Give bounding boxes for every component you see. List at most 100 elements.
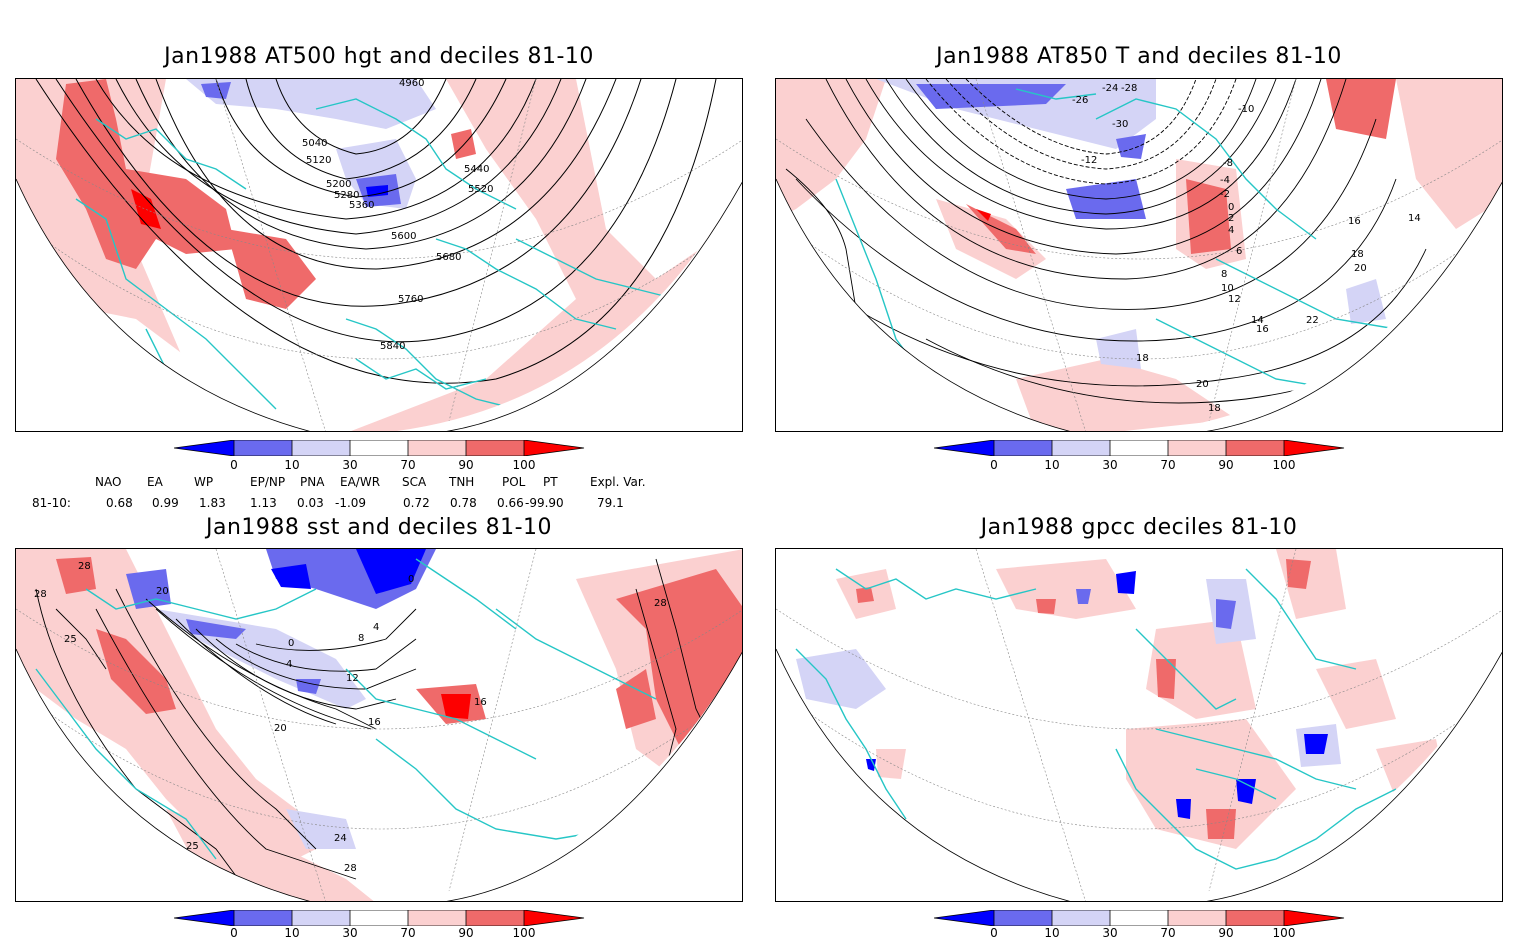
contour-label: 16	[368, 717, 381, 728]
contour-label: 5360	[349, 200, 374, 211]
colorbar-tick: 30	[1102, 458, 1118, 472]
contour-label: 28	[654, 598, 667, 609]
colorbar-tick: 30	[1102, 926, 1118, 940]
contour-label: 28	[78, 561, 91, 572]
index-header: PT	[543, 475, 558, 489]
colorbar-3: 0 10 30 70 90 100	[173, 909, 594, 940]
index-value: 0.99	[152, 496, 179, 510]
contour-label: 25	[64, 634, 77, 645]
index-header: EA	[147, 475, 163, 489]
contour-label: 0	[1228, 202, 1234, 213]
colorbar-tick: 0	[990, 926, 998, 940]
map-at500-svg: 4960 5040 5120 5200 5280 5360 5440 5520 …	[16, 79, 742, 431]
contour-label: 20	[1196, 379, 1209, 390]
map-panel-sst: 28 20 25 28 0 4 8 12 16 20 24 25 28 16 0…	[15, 548, 743, 902]
colorbar-tick: 30	[342, 458, 358, 472]
map-panel-gpcc	[775, 548, 1503, 902]
contour-labels-at500: 4960 5040 5120 5200 5280 5360 5440 5520 …	[302, 79, 493, 352]
contour-label: 28	[34, 589, 47, 600]
colorbar-tick: 70	[1160, 458, 1176, 472]
contour-label: 16	[1348, 216, 1361, 227]
index-value: 0.78	[450, 496, 477, 510]
index-header: TNH	[449, 475, 475, 489]
contour-labels-at850: -26 -24 -28 -30 -12 -10 -8 -4 -2 0 2 4 6…	[1072, 83, 1421, 414]
index-value: -1.09	[335, 496, 367, 510]
contour-label: 4960	[399, 79, 424, 89]
index-value: 1.83	[199, 496, 226, 510]
index-value: 79.1	[597, 496, 624, 510]
contour-label: 24	[334, 833, 347, 844]
contour-label: 0	[408, 574, 414, 585]
colorbar-3-svg	[173, 909, 585, 927]
contour-label: 5280	[334, 190, 359, 201]
contour-label: 4	[286, 659, 292, 670]
contour-label: 12	[1228, 294, 1241, 305]
map-gpcc-svg	[776, 549, 1502, 901]
colorbar-tick: 90	[1218, 458, 1234, 472]
contour-label: 28	[344, 863, 357, 874]
contour-label: -2	[1220, 189, 1230, 200]
colorbar-tick: 0	[230, 458, 238, 472]
contour-label: 5520	[468, 184, 493, 195]
index-header: NAO	[95, 475, 122, 489]
contour-label: 25	[186, 841, 199, 852]
index-header: POL	[502, 475, 526, 489]
contour-label: 5760	[398, 294, 423, 305]
contour-label: 14	[1408, 213, 1421, 224]
colorbar-tick: 30	[342, 926, 358, 940]
map-sst-svg: 28 20 25 28 0 4 8 12 16 20 24 25 28 16 0…	[16, 549, 742, 901]
contour-label: 8	[358, 633, 364, 644]
panel-title-3: Jan1988 sst and deciles 81-10	[205, 515, 553, 540]
colorbar-tick: 0	[990, 458, 998, 472]
index-row-label: 81-10:	[32, 496, 71, 510]
contour-label: 5440	[464, 164, 489, 175]
map-at850-svg: -26 -24 -28 -30 -12 -10 -8 -4 -2 0 2 4 6…	[776, 79, 1502, 431]
contour-label: 18	[1136, 353, 1149, 364]
panel-title-4: Jan1988 gpcc deciles 81-10	[980, 515, 1298, 540]
colorbar-tick: 70	[400, 926, 416, 940]
colorbar-tick: 10	[1044, 926, 1060, 940]
contour-label: 5600	[391, 231, 416, 242]
index-value: 0.03	[297, 496, 324, 510]
index-value: 0.72	[403, 496, 430, 510]
panel-title-2: Jan1988 AT850 T and deciles 81-10	[936, 44, 1342, 69]
contour-label: 16	[474, 697, 487, 708]
index-header: EP/NP	[250, 475, 286, 489]
contour-label: -30	[1112, 119, 1128, 130]
colorbar-tick: 100	[512, 458, 536, 472]
colorbar-tick: 100	[1272, 458, 1296, 472]
colorbar-tick: 100	[1272, 926, 1296, 940]
colorbar-2: 0 10 30 70 90 100	[933, 439, 1354, 480]
contour-label: 4	[1228, 225, 1234, 236]
contour-label: 16	[1256, 324, 1269, 335]
index-header: Expl. Var.	[590, 475, 646, 489]
index-values: 81-10: 0.68 0.99 1.83 1.13 0.03 -1.09 0.…	[0, 496, 700, 512]
colorbar-tick: 0	[230, 926, 238, 940]
contour-label: 20	[1354, 263, 1367, 274]
contour-label: 12	[346, 673, 359, 684]
index-value: 0.68	[106, 496, 133, 510]
contour-label: 2	[1228, 213, 1234, 224]
contour-label: 6	[1236, 246, 1242, 257]
contour-label: 18	[1351, 249, 1364, 260]
contour-label: -8	[1223, 158, 1233, 169]
contour-labels-sst: 28 20 25 28 0 4 8 12 16 20 24 25 28 16 0…	[34, 561, 667, 874]
colorbar-4-svg	[933, 909, 1345, 927]
contour-label: 5680	[436, 252, 461, 263]
contour-label: -4	[1220, 175, 1230, 186]
colorbar-tick: 10	[284, 926, 300, 940]
contour-label: 10	[1221, 283, 1234, 294]
contour-label: -26	[1072, 95, 1088, 106]
colorbar-1-svg	[173, 439, 585, 457]
colorbar-tick: 100	[512, 926, 536, 940]
index-header: SCA	[402, 475, 427, 489]
contour-label: -24	[1102, 83, 1118, 94]
colorbar-tick: 10	[1044, 458, 1060, 472]
contour-label: 22	[1306, 315, 1319, 326]
contour-label: 0	[288, 638, 294, 649]
map-panel-at500: 4960 5040 5120 5200 5280 5360 5440 5520 …	[15, 78, 743, 432]
index-header: PNA	[300, 475, 325, 489]
colorbar-4: 0 10 30 70 90 100	[933, 909, 1354, 940]
index-headers: NAO EA WP EP/NP PNA EA/WR SCA TNH POL PT…	[0, 475, 700, 491]
index-header: WP	[194, 475, 214, 489]
